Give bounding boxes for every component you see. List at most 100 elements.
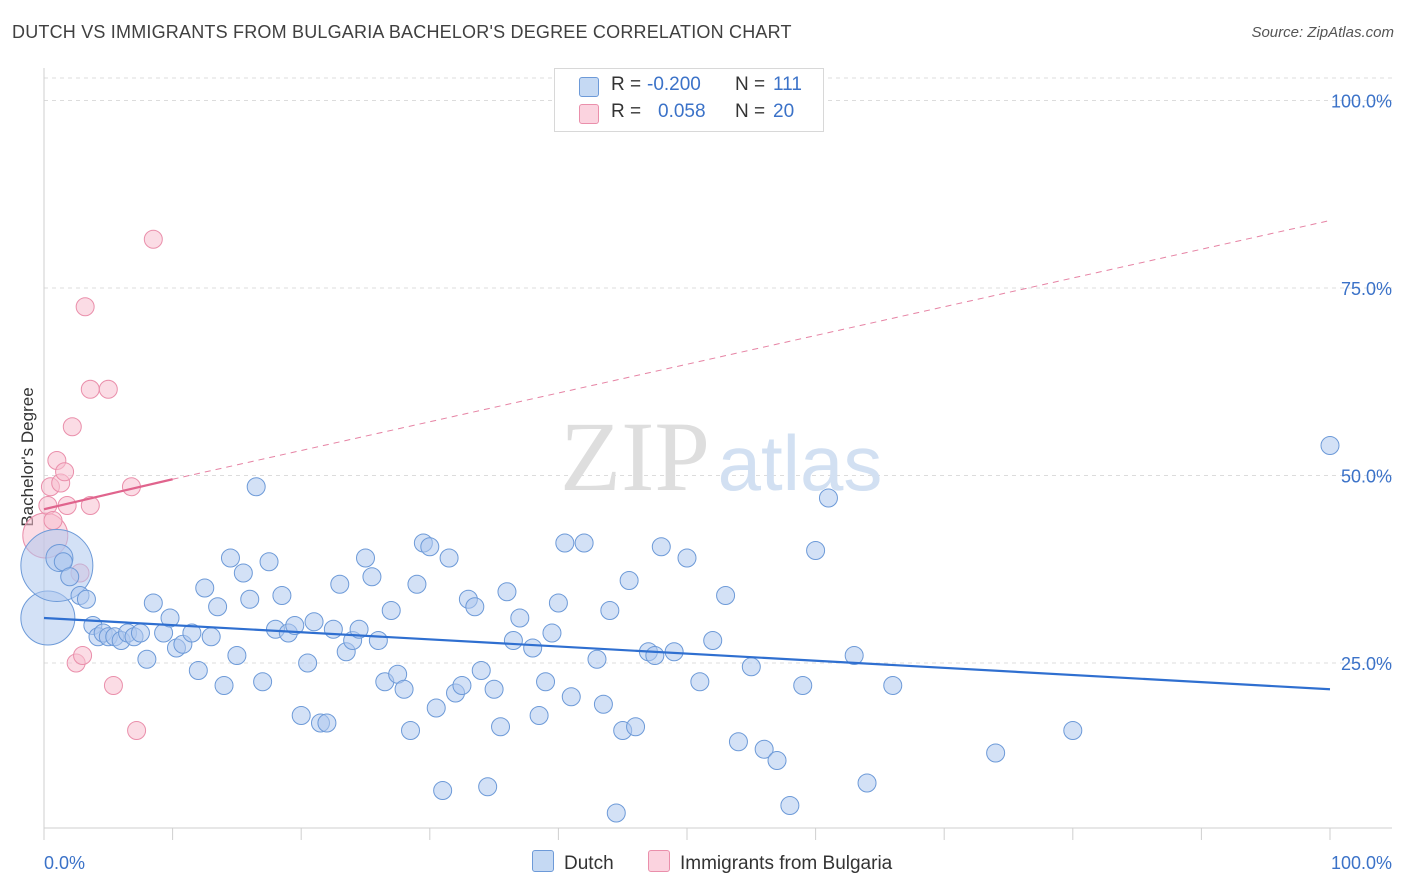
source-label: Source: ZipAtlas.com (1251, 24, 1394, 41)
dutch-point (536, 672, 556, 692)
dutch-point (349, 619, 369, 639)
dutch-point (478, 777, 498, 797)
dutch-point (716, 586, 736, 605)
dutch-point (188, 661, 208, 680)
dutch-point (233, 563, 253, 583)
dutch-point (253, 672, 273, 692)
dutch-point (130, 623, 150, 643)
legend-r-label: R = (611, 101, 642, 122)
dutch-point (587, 649, 607, 669)
dutch-point (368, 631, 388, 650)
chart-title: DUTCH VS IMMIGRANTS FROM BULGARIA BACHEL… (12, 22, 792, 42)
legend-swatch-dutch (579, 77, 599, 97)
bottom-legend-dutch-label: Dutch (564, 853, 614, 874)
dutch-point (523, 638, 543, 658)
dutch-point (754, 739, 774, 759)
dutch-point (259, 552, 279, 572)
dutch-point (471, 661, 491, 680)
dutch-point (606, 803, 626, 823)
dutch-point (330, 574, 350, 594)
dutch-point (227, 646, 247, 665)
bulgaria-trend-line (43, 478, 173, 511)
bulgaria-point (143, 229, 163, 249)
dutch-point (426, 698, 446, 718)
correlation-legend: R = -0.200 N = 111 R = 0.058 N = 20 (554, 68, 824, 132)
dutch-point (806, 541, 826, 560)
dutch-point (503, 631, 523, 650)
bottom-legend-bulgaria-label: Immigrants from Bulgaria (680, 853, 893, 874)
dutch-point (60, 567, 80, 587)
legend-n-value: 20 (773, 101, 795, 122)
dutch-point (439, 548, 459, 568)
dutch-point (703, 631, 723, 650)
dutch-point (182, 623, 202, 643)
dutch-point (857, 773, 877, 793)
dutch-point (208, 597, 228, 617)
dutch-point (76, 589, 96, 609)
watermark: ZIP atlas (560, 401, 882, 512)
dutch-point (143, 593, 163, 613)
dutch-point (690, 672, 710, 692)
bottom-legend-bulgaria: Immigrants from Bulgaria (648, 850, 892, 875)
bottom-legend-dutch: Dutch (532, 850, 614, 875)
legend-r-value: -0.200 (647, 74, 701, 95)
dutch-point (497, 582, 517, 602)
y-tick-label: 75.0% (1341, 279, 1392, 299)
legend-n-value: 111 (773, 74, 802, 95)
dutch-point (214, 676, 234, 695)
dutch-point (201, 627, 221, 647)
legend-n-label: N = (735, 101, 766, 122)
dutch-point (394, 679, 414, 699)
dutch-point (272, 586, 292, 605)
dutch-point (195, 578, 215, 598)
dutch-point (1320, 436, 1340, 455)
dutch-point (574, 533, 594, 553)
trend-lines (43, 220, 1331, 691)
dutch-point (600, 601, 620, 620)
axes (43, 68, 1392, 840)
dutch-point (645, 646, 665, 665)
dutch-trend-line (43, 616, 1331, 691)
legend-n-label: N = (735, 74, 766, 95)
dutch-point (883, 676, 903, 695)
dutch-point (407, 574, 427, 594)
dutch-point (433, 781, 453, 800)
bulgaria-point (98, 379, 118, 399)
dutch-point (484, 679, 504, 699)
dutch-point (542, 623, 562, 643)
dutch-point (619, 571, 639, 590)
bulgaria-point (62, 417, 82, 437)
dutch-point (593, 694, 613, 714)
dutch-point (291, 706, 311, 725)
x-tick-label: 100.0% (1331, 853, 1392, 873)
dutch-point (728, 732, 748, 752)
dutch-point (986, 743, 1006, 763)
y-tick-labels: 25.0% 50.0% 75.0% 100.0% (1331, 92, 1392, 675)
dutch-point (356, 548, 375, 568)
dutch-point (323, 619, 343, 639)
dutch-point (246, 477, 266, 497)
dutch-point (555, 533, 575, 553)
dutch-point (767, 751, 787, 770)
dutch-point (677, 548, 697, 568)
bulgaria-point (73, 646, 93, 665)
dutch-point (465, 597, 485, 617)
dutch-point (304, 612, 324, 632)
dutch-point (381, 601, 401, 620)
dutch-point (362, 567, 382, 587)
dutch-point (529, 706, 549, 725)
dutch-point (844, 646, 864, 665)
dutch-point (240, 589, 260, 609)
dutch-point (285, 616, 305, 635)
legend-r-label: R = (611, 74, 642, 95)
dutch-point (137, 649, 157, 669)
dutch-point (420, 537, 440, 557)
bottom-swatch-dutch (532, 850, 554, 872)
bulgaria-point (80, 496, 100, 515)
dutch-point (548, 593, 568, 613)
bulgaria-point (80, 379, 100, 399)
dutch-point (793, 676, 813, 695)
bottom-swatch-bulgaria (648, 850, 670, 872)
bulgaria-point (75, 297, 95, 317)
